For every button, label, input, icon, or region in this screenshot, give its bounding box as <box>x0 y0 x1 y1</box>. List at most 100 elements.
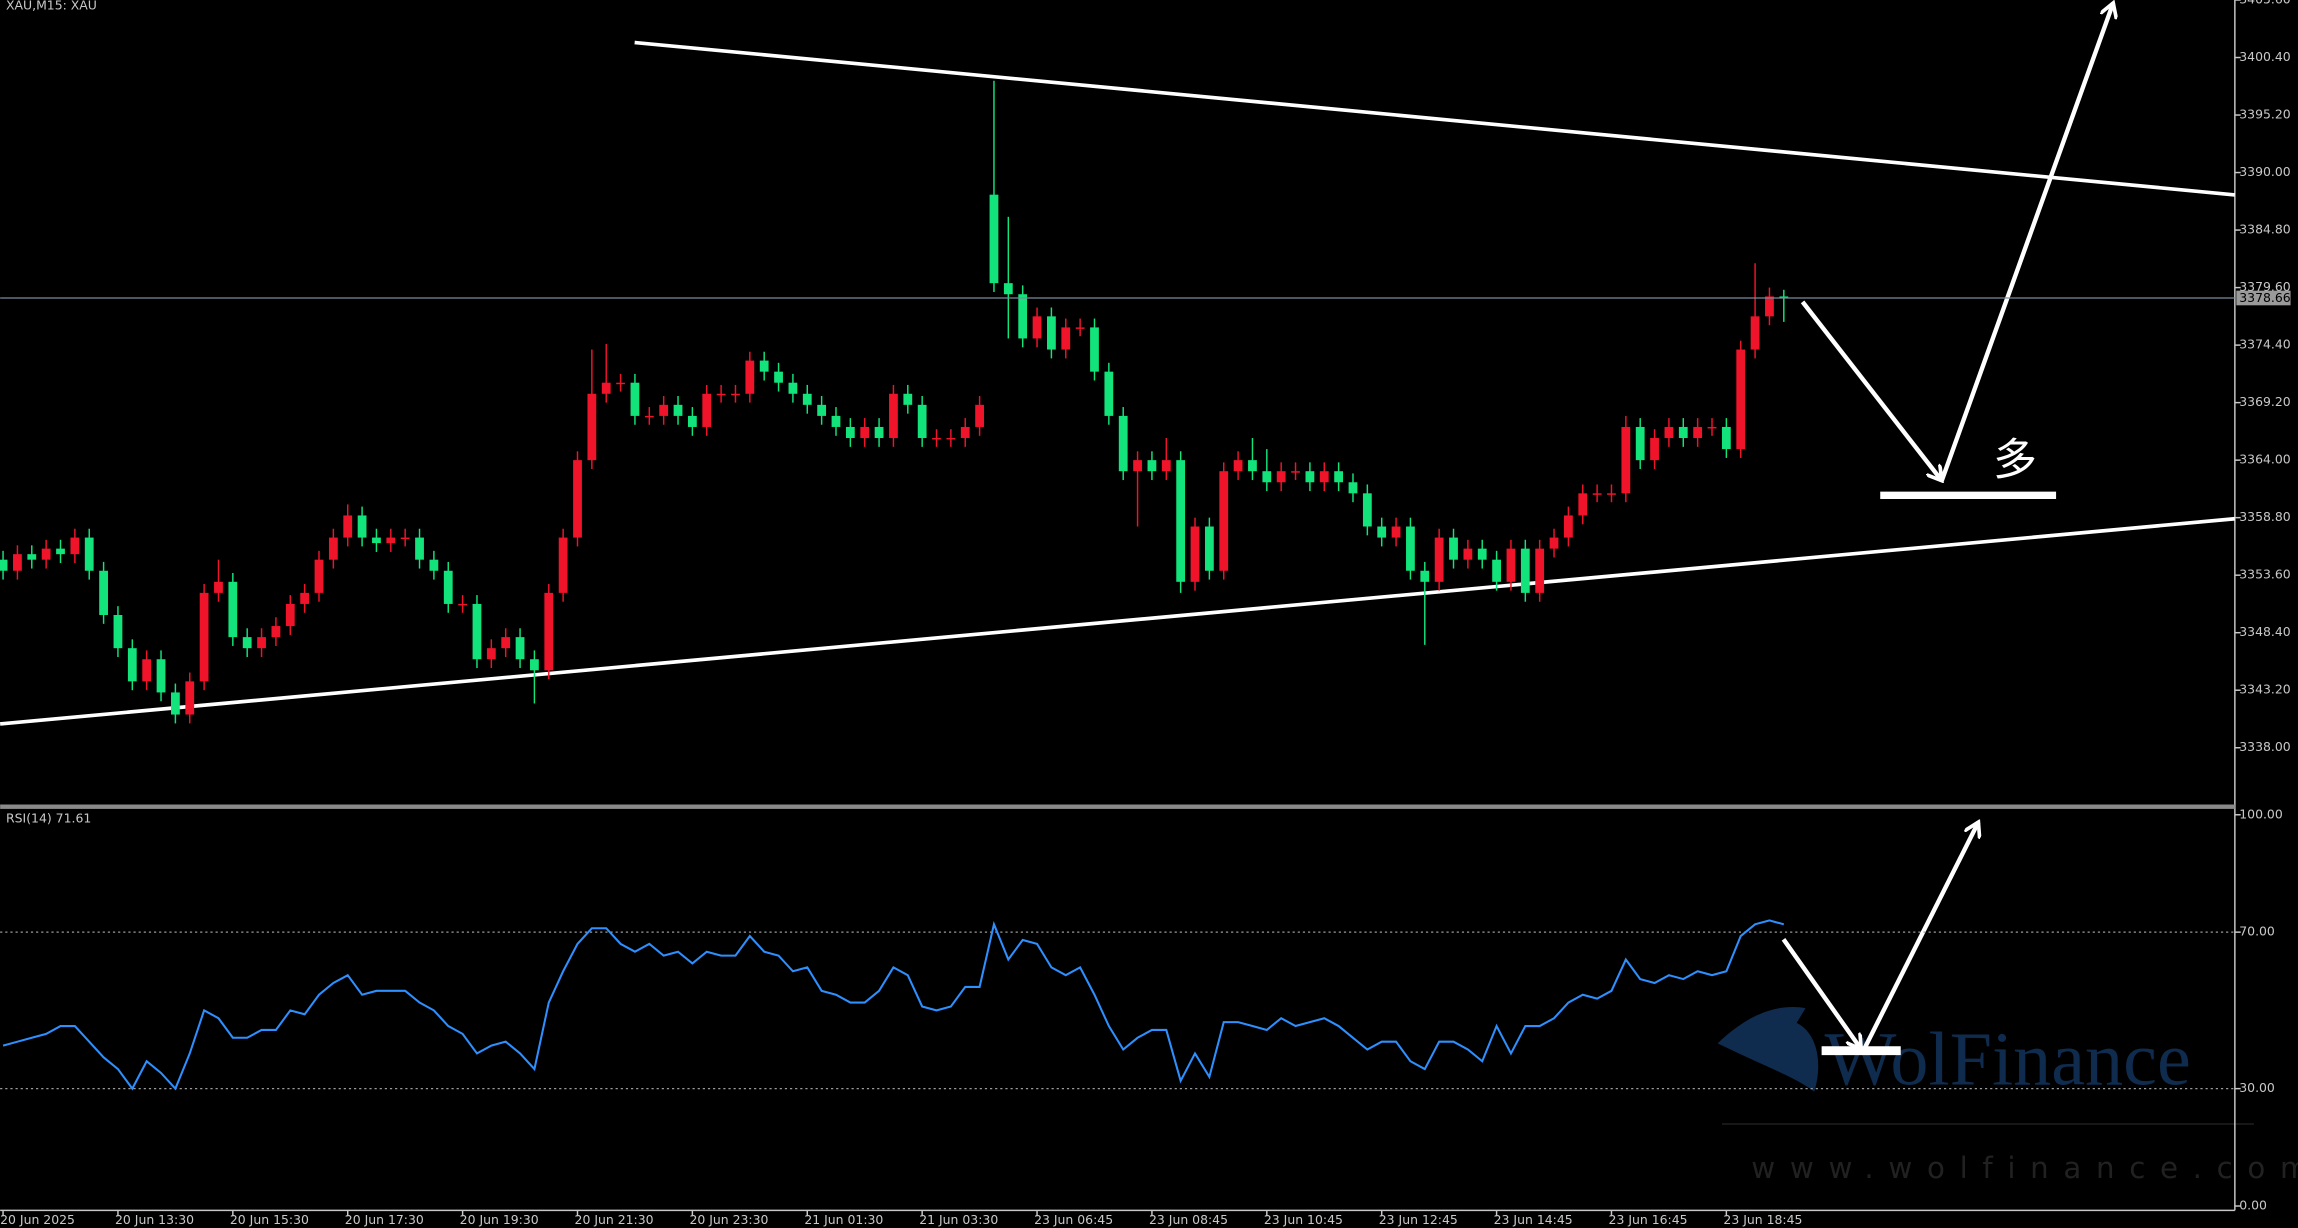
candle-body <box>1219 471 1229 571</box>
candle-body <box>1635 426 1645 461</box>
x-tick-label: 21 Jun 01:30 <box>804 1212 883 1227</box>
candle-body <box>1434 537 1444 582</box>
candle-body <box>1090 327 1099 372</box>
candle-body <box>1190 526 1200 582</box>
rsi-line <box>2 919 1785 1091</box>
x-tick-label: 20 Jun 19:30 <box>460 1212 539 1227</box>
candle-body <box>501 637 511 649</box>
candle-body <box>1449 537 1458 560</box>
candle-body <box>903 393 913 405</box>
candle-body <box>41 548 51 560</box>
y-tick-label: 3395.20 <box>2239 107 2291 122</box>
candle-body <box>458 603 468 606</box>
candle-body <box>1765 296 1774 317</box>
x-tick-label: 23 Jun 06:45 <box>1034 1212 1113 1227</box>
candle-body <box>1779 296 1789 298</box>
x-tick-label: 20 Jun 15:30 <box>230 1212 309 1227</box>
candle-body <box>1621 426 1631 494</box>
x-tick-label: 20 Jun 2025 <box>0 1212 75 1227</box>
candle-body <box>932 438 941 440</box>
candle-body <box>1291 471 1300 473</box>
candle-body <box>515 637 525 660</box>
candle-body <box>70 537 80 555</box>
watermark: WolFinance www.wolfinance.com <box>1717 1007 2298 1185</box>
candle-body <box>1262 471 1272 483</box>
candle-body <box>1233 460 1243 472</box>
up-arrow <box>1939 3 2113 482</box>
candle-body <box>716 393 726 396</box>
candle-body <box>745 360 755 394</box>
candle-body <box>1506 548 1516 582</box>
candle-body <box>1693 426 1703 439</box>
x-tick-label: 23 Jun 16:45 <box>1609 1212 1688 1227</box>
y-tick-label: 3343.20 <box>2239 682 2291 697</box>
drawings: 多 <box>0 3 2236 1056</box>
candle-body <box>1678 426 1688 439</box>
candle-body <box>1104 371 1114 416</box>
candle-body <box>802 393 812 405</box>
watermark-logo <box>1717 1007 1819 1092</box>
candle-body <box>156 659 166 693</box>
y-tick-label: 3384.80 <box>2239 222 2291 237</box>
candle-body <box>1391 526 1401 538</box>
candle-body <box>1578 493 1588 516</box>
candle-body <box>1492 559 1501 582</box>
watermark-brand: WolFinance <box>1825 1017 2191 1101</box>
candle-body <box>917 404 927 439</box>
candle-body <box>1348 482 1358 494</box>
candle-body <box>242 637 252 649</box>
candle-body <box>644 415 654 418</box>
current-price-label: 3378.66 <box>2239 290 2291 305</box>
candle-body <box>731 393 740 396</box>
x-tick-label: 20 Jun 21:30 <box>575 1212 654 1227</box>
candle-body <box>1362 493 1372 527</box>
down-arrow <box>1800 300 1942 481</box>
candle-body <box>601 382 611 394</box>
candle-body <box>271 626 281 638</box>
candle-body <box>1563 515 1573 538</box>
y-tick-label: 3405.60 <box>2239 0 2291 7</box>
candle-body <box>831 415 841 427</box>
candle-body <box>27 554 37 560</box>
candle-body <box>314 559 324 593</box>
x-tick-label: 23 Jun 08:45 <box>1149 1212 1228 1227</box>
y-tick-label: 3400.40 <box>2239 49 2291 64</box>
candle-body <box>1047 316 1056 350</box>
candle-body <box>874 426 884 439</box>
candle-body <box>1549 537 1559 549</box>
y-tick-label: 0.00 <box>2239 1198 2267 1213</box>
candle-body <box>400 537 410 540</box>
candle-body <box>56 548 65 555</box>
candle-body <box>372 537 381 544</box>
candle-body <box>845 426 855 439</box>
candle-body <box>860 426 870 439</box>
candle-body <box>415 537 424 560</box>
candle-body <box>185 681 195 715</box>
x-tick-label: 23 Jun 14:45 <box>1494 1212 1573 1227</box>
candle-body <box>1406 526 1415 571</box>
candle-body <box>1607 493 1616 495</box>
candle-body <box>1535 548 1545 593</box>
candle-body <box>1276 471 1286 483</box>
candle-body <box>1161 460 1171 472</box>
candle-body <box>0 559 8 571</box>
candle-body <box>84 537 94 571</box>
candle-body <box>199 592 209 682</box>
candle-body <box>228 581 238 638</box>
candle-body <box>702 393 712 427</box>
y-tick-label: 3379.60 <box>2239 279 2291 294</box>
x-tick-label: 23 Jun 10:45 <box>1264 1212 1343 1227</box>
y-tick-label: 3338.00 <box>2239 739 2291 754</box>
candle-body <box>975 404 984 427</box>
candle-body <box>687 415 697 427</box>
candle-body <box>630 382 640 416</box>
candle-body <box>127 648 137 682</box>
candle-body <box>1248 460 1257 472</box>
candle-body <box>817 404 827 416</box>
candle-body <box>1520 548 1530 593</box>
candle-body <box>1750 316 1760 350</box>
candle-body <box>587 393 597 461</box>
candle-body <box>170 692 180 715</box>
